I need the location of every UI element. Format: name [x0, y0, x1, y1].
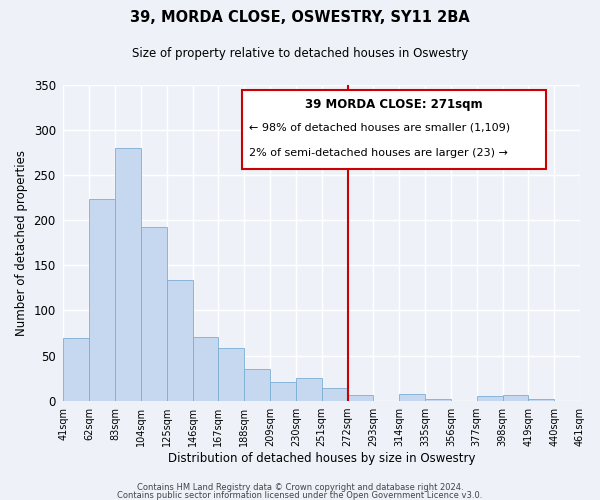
Text: 39 MORDA CLOSE: 271sqm: 39 MORDA CLOSE: 271sqm	[305, 98, 483, 110]
Bar	[347, 396, 373, 400]
Bar	[322, 388, 347, 400]
Bar	[218, 348, 244, 401]
Bar	[270, 382, 296, 400]
X-axis label: Distribution of detached houses by size in Oswestry: Distribution of detached houses by size …	[168, 452, 475, 465]
Bar	[193, 336, 218, 400]
Text: 2% of semi-detached houses are larger (23) →: 2% of semi-detached houses are larger (2…	[250, 148, 508, 158]
Bar	[399, 394, 425, 400]
Bar	[244, 369, 270, 400]
Bar	[503, 396, 529, 400]
Bar	[529, 399, 554, 400]
Text: Contains HM Land Registry data © Crown copyright and database right 2024.: Contains HM Land Registry data © Crown c…	[137, 483, 463, 492]
Text: ← 98% of detached houses are smaller (1,109): ← 98% of detached houses are smaller (1,…	[250, 123, 511, 133]
Text: 39, MORDA CLOSE, OSWESTRY, SY11 2BA: 39, MORDA CLOSE, OSWESTRY, SY11 2BA	[130, 10, 470, 25]
Y-axis label: Number of detached properties: Number of detached properties	[15, 150, 28, 336]
Text: Contains public sector information licensed under the Open Government Licence v3: Contains public sector information licen…	[118, 490, 482, 500]
Bar	[89, 198, 115, 400]
Bar	[425, 399, 451, 400]
Bar	[167, 280, 193, 400]
Bar	[476, 396, 503, 400]
Bar	[64, 338, 89, 400]
FancyBboxPatch shape	[242, 90, 547, 168]
Bar	[115, 148, 141, 401]
Bar	[141, 226, 167, 400]
Text: Size of property relative to detached houses in Oswestry: Size of property relative to detached ho…	[132, 48, 468, 60]
Bar	[296, 378, 322, 400]
